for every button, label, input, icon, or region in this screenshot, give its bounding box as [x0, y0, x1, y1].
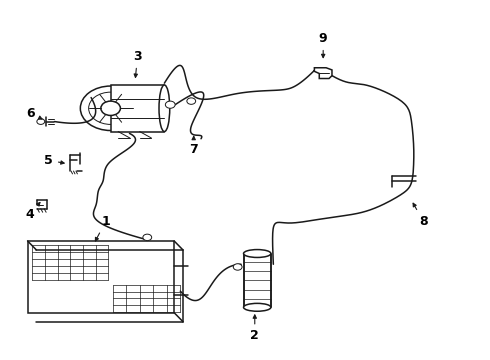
Text: 7: 7	[189, 136, 198, 156]
Circle shape	[37, 119, 45, 125]
Text: 3: 3	[133, 50, 142, 77]
Circle shape	[80, 86, 141, 131]
FancyBboxPatch shape	[111, 85, 164, 132]
Text: 8: 8	[413, 203, 428, 228]
Polygon shape	[315, 68, 332, 78]
Text: 6: 6	[26, 107, 42, 120]
Circle shape	[89, 92, 133, 125]
Ellipse shape	[244, 249, 271, 257]
Text: 5: 5	[44, 154, 64, 167]
Ellipse shape	[159, 85, 170, 132]
Ellipse shape	[244, 303, 271, 311]
Text: 2: 2	[250, 315, 259, 342]
Polygon shape	[27, 241, 174, 313]
Circle shape	[187, 98, 196, 104]
Circle shape	[233, 264, 242, 270]
Circle shape	[165, 101, 175, 108]
Text: 4: 4	[25, 202, 40, 221]
Text: 9: 9	[319, 32, 327, 58]
FancyBboxPatch shape	[244, 253, 271, 307]
Circle shape	[143, 234, 152, 240]
Text: 1: 1	[96, 215, 110, 241]
Circle shape	[101, 101, 121, 116]
